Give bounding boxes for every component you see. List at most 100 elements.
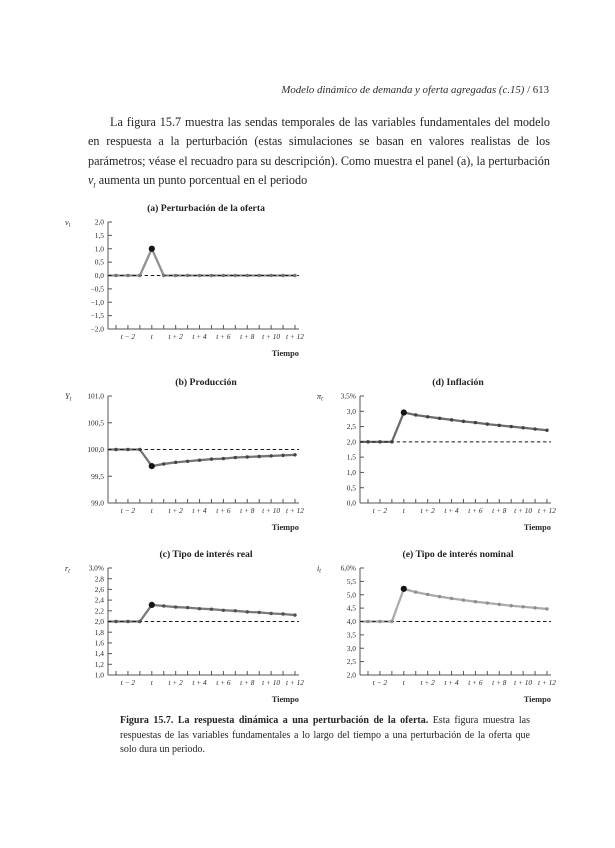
data-marker (197, 458, 202, 462)
data-marker (414, 590, 418, 594)
data-marker (138, 447, 142, 452)
paragraph-text-1: La figura 15.7 muestra las sendas tempor… (88, 115, 550, 168)
data-marker (257, 273, 261, 278)
impact-marker (400, 585, 407, 592)
x-tick-label: t + 4 (444, 506, 459, 515)
figure-caption: Figura 15.7. La respuesta dinámica a una… (120, 714, 530, 758)
y-tick-label: 3,0% (89, 564, 104, 573)
y-tick-label: 1,2 (95, 660, 105, 669)
data-marker (185, 605, 190, 610)
caption-text: Esta figura muestra las respuestas de la… (120, 715, 530, 756)
x-tick-label: t + 8 (492, 506, 507, 515)
y-tick-label: −0,5 (91, 284, 105, 293)
impact-marker (148, 601, 155, 609)
y-tick-label: 3,5% (341, 392, 356, 401)
y-tick-label: 3,0 (347, 644, 357, 653)
x-tick-label: t + 8 (240, 506, 255, 515)
x-tick-label: t − 2 (121, 506, 136, 515)
page-number: / 613 (524, 84, 549, 96)
running-head: Modelo dinámico de demanda y oferta agre… (0, 84, 549, 96)
y-tick-label: 1,8 (95, 628, 105, 637)
data-marker (281, 612, 285, 616)
y-tick-label: 1,6 (95, 639, 105, 648)
data-marker (245, 610, 249, 614)
data-marker (390, 440, 394, 444)
data-marker (185, 459, 190, 463)
data-marker (257, 454, 261, 459)
x-tick-label: t + 6 (468, 678, 483, 687)
y-tick-label: 2,0 (95, 617, 105, 626)
data-marker (461, 419, 466, 424)
figure-row-3: (c) Tipo de interés real 3,0% 2,8 2,6 2,4 2,… (62, 548, 562, 705)
y-tick-label: 2,0 (347, 437, 357, 446)
x-tick-label: t + 12 (286, 678, 304, 687)
y-tick-label: 100,0 (87, 445, 104, 454)
y-tick-label: 2,0 (347, 671, 357, 680)
x-tick-label: t + 10 (514, 506, 532, 515)
data-marker (378, 619, 382, 624)
data-marker (114, 273, 118, 278)
y-tick-label: −2,0 (91, 325, 105, 334)
y-tick-label: −1,5 (91, 311, 105, 320)
x-tick-label: t + 10 (262, 332, 280, 341)
y-tick-label: 4,5 (347, 604, 357, 613)
y-tick-label: 5,0 (347, 590, 357, 599)
x-tick-label: t + 6 (216, 332, 231, 341)
x-axis-title: Tiempo (524, 695, 551, 704)
x-tick-label: t + 2 (169, 678, 184, 687)
x-tick-label: t + 12 (538, 506, 556, 515)
x-tick-label: t + 6 (468, 506, 483, 515)
x-tick-label: t + 4 (192, 332, 207, 341)
data-marker (293, 453, 297, 457)
data-line (359, 411, 548, 444)
impact-marker (148, 462, 155, 470)
x-tick-label: t − 2 (373, 506, 388, 515)
data-marker (437, 416, 442, 421)
y-tick-label: 1,5 (347, 453, 357, 462)
chart-panel-b: (b) Producción 101,0 100,5 100,0 99,5 99,0 t … (62, 376, 306, 533)
y-tick-label: 100,5 (87, 418, 104, 427)
data-marker (245, 455, 249, 459)
y-tick-label: 1,0 (347, 468, 357, 477)
data-marker (173, 605, 178, 609)
y-axis-variable-label: πt (317, 392, 323, 403)
data-marker (449, 596, 454, 601)
y-tick-label: 2,2 (95, 606, 105, 615)
data-marker (138, 619, 142, 624)
data-marker (425, 415, 430, 419)
chart-panel-e: (e) Tipo de interés nominal 6,0% 5,5 5,0 4,… (314, 548, 558, 705)
y-tick-label: 2,0 (95, 218, 105, 227)
data-marker (533, 427, 537, 431)
data-marker (197, 606, 202, 611)
data-line (108, 448, 296, 468)
y-tick-label: 2,4 (95, 596, 105, 605)
chart-canvas-a: 2,0 1,5 1,0 0,5 0,0 −0,5 −1,0 −1,5 −2,0 t − 2 t t +… (65, 218, 304, 358)
x-tick-label: t + 10 (262, 506, 280, 515)
caption-title: Figura 15.7. La respuesta dinámica a una… (120, 715, 429, 726)
data-marker (269, 611, 273, 616)
running-head-title: Modelo dinámico de demanda y oferta agre… (281, 84, 525, 96)
chart-title-a: (a) Perturbación de la oferta (147, 203, 265, 214)
chart-canvas-c: 3,0%2,8 2,6 2,42,2 2,0 1,8 1,61,4 1,2 1,0 t − 2 t… (65, 564, 304, 704)
data-marker (245, 273, 249, 278)
data-marker (509, 604, 513, 608)
y-tick-label: 99,5 (91, 472, 104, 481)
data-marker (473, 420, 478, 425)
data-marker (473, 600, 478, 604)
y-axis-variable-label: vt (65, 218, 71, 229)
chart-title-b: (b) Producción (175, 377, 237, 388)
chart-canvas-d: 3,5% 3,0 2,5 2,0 1,5 1,0 0,5 0,0 t − 2 t t + 2 t + … (317, 392, 556, 532)
data-marker (126, 619, 130, 624)
x-tick-label: t (403, 678, 406, 687)
figure-row-2: (b) Producción 101,0 100,5 100,0 99,5 99,0 t … (62, 376, 562, 533)
data-marker (497, 423, 501, 428)
y-tick-label: 3,5 (347, 630, 357, 639)
chart-canvas-b: 101,0 100,5 100,0 99,5 99,0 t − 2 t t + 2 t + 4 t… (65, 392, 304, 532)
y-axis-variable-label: Yt (65, 392, 72, 403)
chart-title-d: (d) Inflación (432, 377, 484, 388)
y-tick-label: 1,5 (95, 231, 105, 240)
x-axis-title: Tiempo (272, 349, 299, 358)
data-marker (197, 273, 202, 278)
data-marker (269, 454, 273, 458)
